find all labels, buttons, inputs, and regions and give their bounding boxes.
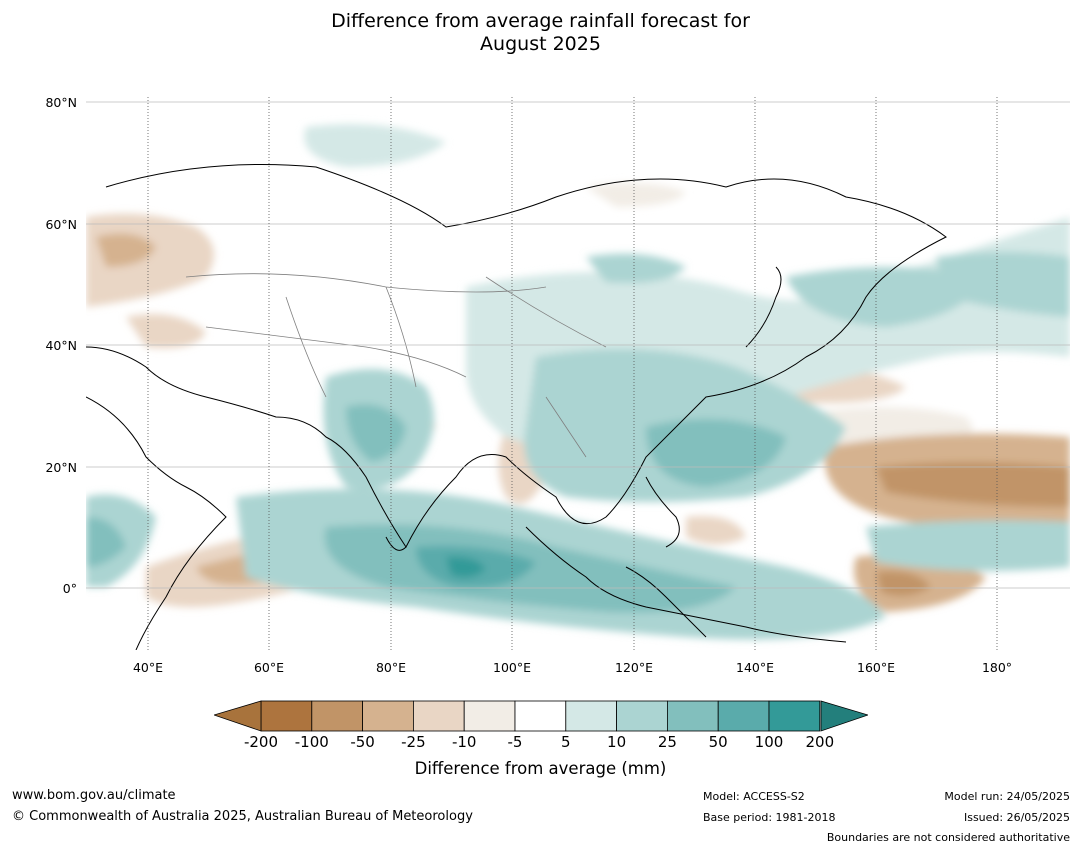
colorbar-left-arrow bbox=[214, 700, 262, 732]
colorbar-tick-label: 50 bbox=[708, 733, 728, 751]
colorbar-tick-label: 10 bbox=[607, 733, 627, 751]
map-title: Difference from average rainfall forecas… bbox=[0, 10, 1081, 56]
lon-label-180: 180° bbox=[981, 660, 1013, 675]
colorbar-tick-label: 25 bbox=[657, 733, 677, 751]
colorbar-tick-label: -5 bbox=[507, 733, 523, 751]
title-line-1: Difference from average rainfall forecas… bbox=[331, 10, 750, 32]
lon-label-40e: 40°E bbox=[132, 660, 164, 675]
colorbar-cell-5 bbox=[514, 700, 567, 732]
footer-base-period: Base period: 1981-2018 bbox=[703, 811, 836, 824]
lon-label-120e: 120°E bbox=[614, 660, 654, 675]
title-line-2: August 2025 bbox=[480, 33, 601, 55]
footer-model: Model: ACCESS-S2 bbox=[703, 790, 805, 803]
lat-label-60n: 60°N bbox=[45, 217, 77, 232]
colorbar-tick-label: -25 bbox=[401, 733, 426, 751]
colorbar-cell-8 bbox=[666, 700, 719, 732]
lon-label-80e: 80°E bbox=[375, 660, 407, 675]
lat-label-0: 0° bbox=[62, 581, 77, 596]
colorbar-tick-label: 100 bbox=[754, 733, 784, 751]
legend-title: Difference from average (mm) bbox=[414, 759, 667, 778]
lat-label-20n: 20°N bbox=[45, 460, 77, 475]
colorbar-cell-0 bbox=[260, 700, 313, 732]
colorbar-tick-label: 200 bbox=[805, 733, 835, 751]
rainfall-map bbox=[86, 97, 1070, 650]
footer-issued: Issued: 26/05/2025 bbox=[963, 811, 1070, 824]
latitude-gridlines bbox=[86, 101, 1070, 589]
colorbar-tick-label: -100 bbox=[294, 733, 329, 751]
colorbar-cell-9 bbox=[717, 700, 770, 732]
footer-copyright: © Commonwealth of Australia 2025, Austra… bbox=[12, 809, 473, 824]
lon-label-60e: 60°E bbox=[253, 660, 285, 675]
colorbar-cell-4 bbox=[463, 700, 516, 732]
colorbar-cell-3 bbox=[412, 700, 465, 732]
colorbar-tick-label: -10 bbox=[451, 733, 477, 751]
lon-label-140e: 140°E bbox=[735, 660, 775, 675]
colorbar-cell-10 bbox=[768, 700, 821, 732]
lon-label-160e: 160°E bbox=[856, 660, 896, 675]
footer-disclaimer: Boundaries are not considered authoritat… bbox=[826, 831, 1070, 844]
map-area[interactable] bbox=[86, 97, 1070, 650]
colorbar-cell-1 bbox=[311, 700, 364, 732]
rainfall-anomaly-shading bbox=[86, 124, 1070, 640]
colorbar-tick-label: -50 bbox=[350, 733, 375, 751]
footer-model-run: Model run: 24/05/2025 bbox=[944, 790, 1070, 803]
colorbar-right-arrow bbox=[820, 700, 868, 732]
colorbar-cell-6 bbox=[565, 700, 617, 732]
lat-label-80n: 80°N bbox=[45, 95, 77, 110]
colorbar-cell-7 bbox=[616, 700, 668, 732]
colorbar bbox=[214, 700, 868, 732]
colorbar-tick-label: -200 bbox=[243, 733, 279, 751]
colorbar-tick-label: 5 bbox=[561, 733, 571, 751]
colorbar-cell-2 bbox=[362, 700, 414, 732]
lat-label-40n: 40°N bbox=[45, 338, 77, 353]
lon-label-100e: 100°E bbox=[492, 660, 532, 675]
longitude-gridlines bbox=[147, 97, 998, 650]
coastlines bbox=[86, 164, 947, 650]
country-borders bbox=[185, 273, 607, 458]
colorbar-cells bbox=[260, 700, 821, 732]
footer-url[interactable]: www.bom.gov.au/climate bbox=[12, 788, 176, 803]
